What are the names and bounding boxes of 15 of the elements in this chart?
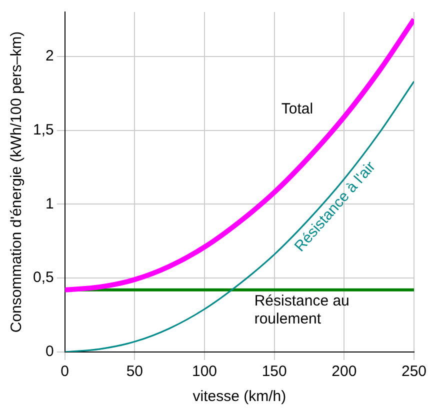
y-tick-label: 1,5 — [32, 121, 54, 138]
x-tick-label: 0 — [60, 363, 70, 380]
x-axis-title: vitesse (km/h) — [192, 388, 286, 406]
x-tick-label: 100 — [192, 363, 218, 380]
series-label: Total — [281, 100, 314, 118]
y-tick-label: 1 — [46, 195, 54, 212]
y-tick-label: 2 — [46, 47, 54, 64]
x-tick-label: 250 — [401, 363, 427, 380]
x-tick-label: 50 — [126, 363, 144, 380]
x-tick-label: 150 — [262, 363, 287, 380]
y-tick-label: 0 — [46, 343, 54, 360]
series-label: Résistance au roulement — [254, 292, 350, 328]
x-tick-label: 200 — [332, 363, 357, 380]
y-tick-label: 0,5 — [32, 269, 54, 286]
y-axis-title: Consommation d'énergie (kWh/100 pers–km) — [8, 31, 26, 333]
